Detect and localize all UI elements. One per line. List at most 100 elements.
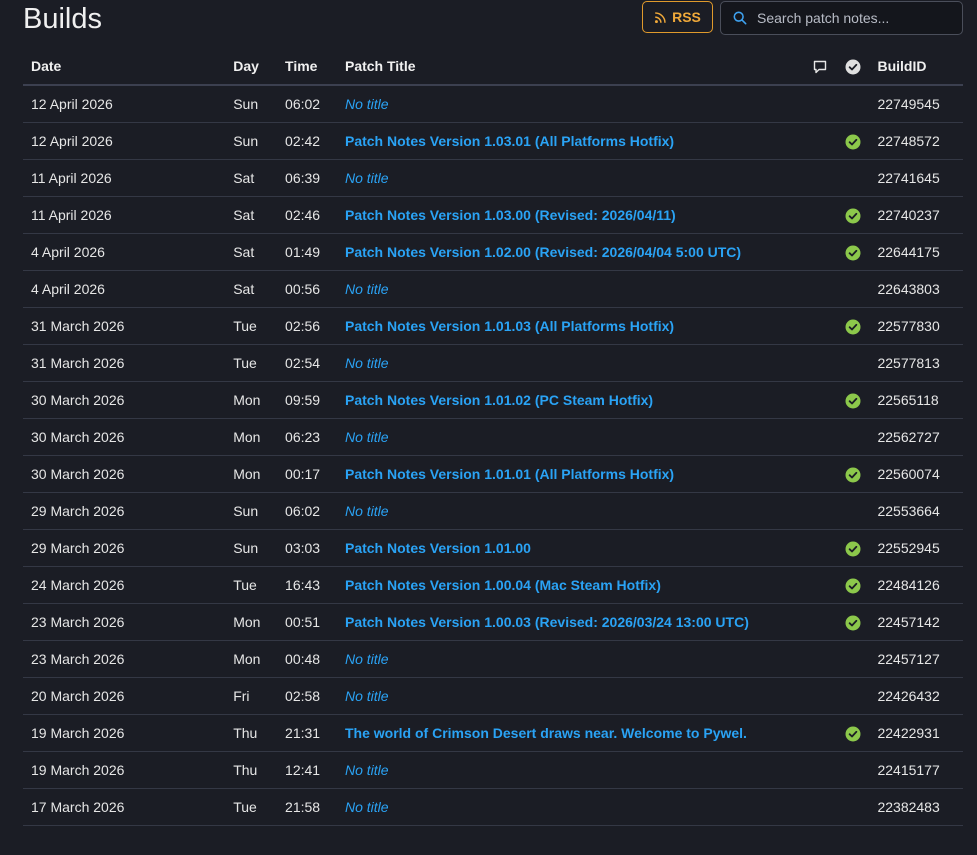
row-comments (804, 714, 837, 752)
row-date: 20 March 2026 (23, 677, 226, 715)
row-buildid: 22748572 (869, 122, 963, 160)
row-patch-title-cell: Patch Notes Version 1.01.03 (All Platfor… (336, 307, 805, 345)
table-row[interactable]: 23 March 2026 Mon 00:48 No title 22457127 (23, 640, 963, 678)
column-header-comments[interactable] (804, 48, 837, 86)
row-verified (836, 196, 870, 234)
row-comments (804, 603, 837, 641)
row-patch-title-cell: No title (336, 640, 805, 678)
table-row[interactable]: 4 April 2026 Sat 00:56 No title 22643803 (23, 270, 963, 308)
row-time: 02:42 (277, 122, 337, 160)
row-date: 31 March 2026 (23, 344, 226, 382)
search-input[interactable] (755, 9, 949, 27)
no-title-label: No title (344, 503, 389, 519)
patch-title-link[interactable]: Patch Notes Version 1.02.00 (Revised: 20… (344, 244, 742, 260)
row-comments (804, 640, 837, 678)
row-buildid: 22382483 (869, 788, 963, 826)
table-row[interactable]: 11 April 2026 Sat 02:46 Patch Notes Version… (23, 196, 963, 234)
row-buildid: 22457142 (869, 603, 963, 641)
row-day: Sun (225, 85, 278, 123)
row-day: Thu (225, 751, 278, 789)
table-row[interactable]: 12 April 2026 Sun 06:02 No title 22749545 (23, 85, 963, 123)
row-verified (836, 714, 870, 752)
table-row[interactable]: 11 April 2026 Sat 06:39 No title 22741645 (23, 159, 963, 197)
table-row[interactable]: 30 March 2026 Mon 00:17 Patch Notes Version… (23, 455, 963, 493)
row-day: Sun (225, 529, 278, 567)
patch-title-link[interactable]: Patch Notes Version 1.01.03 (All Platfor… (344, 318, 675, 334)
column-header-time[interactable]: Time (277, 48, 337, 86)
row-time: 00:51 (277, 603, 337, 641)
row-date: 19 March 2026 (23, 714, 226, 752)
row-patch-title-cell: No title (336, 270, 805, 308)
column-header-patch-title[interactable]: Patch Title (336, 48, 805, 86)
row-verified (836, 381, 870, 419)
no-title-label: No title (344, 651, 389, 667)
table-row[interactable]: 31 March 2026 Tue 02:56 Patch Notes Version… (23, 307, 963, 345)
column-header-date[interactable]: Date (23, 48, 226, 86)
check-circle-icon (845, 59, 861, 75)
row-date: 23 March 2026 (23, 603, 226, 641)
patch-title-link[interactable]: Patch Notes Version 1.03.00 (Revised: 20… (344, 207, 676, 223)
row-verified (836, 270, 870, 308)
row-day: Tue (225, 344, 278, 382)
check-circle-icon (845, 245, 861, 261)
row-comments (804, 751, 837, 789)
table-row[interactable]: 30 March 2026 Mon 09:59 Patch Notes Version… (23, 381, 963, 419)
patch-title-link[interactable]: Patch Notes Version 1.03.01 (All Platfor… (344, 133, 675, 149)
row-time: 02:54 (277, 344, 337, 382)
row-buildid: 22562727 (869, 418, 963, 456)
table-row[interactable]: 31 March 2026 Tue 02:54 No title 22577813 (23, 344, 963, 382)
row-comments (804, 418, 837, 456)
row-date: 30 March 2026 (23, 381, 226, 419)
row-day: Thu (225, 714, 278, 752)
patch-title-link[interactable]: Patch Notes Version 1.01.00 (344, 540, 531, 556)
table-row[interactable]: 24 March 2026 Tue 16:43 Patch Notes Version… (23, 566, 963, 604)
row-patch-title-cell: Patch Notes Version 1.01.02 (PC Steam Ho… (336, 381, 805, 419)
row-day: Sat (225, 159, 278, 197)
row-comments (804, 381, 837, 419)
patch-title-link[interactable]: Patch Notes Version 1.00.04 (Mac Steam H… (344, 577, 661, 593)
table-row[interactable]: 23 March 2026 Mon 00:51 Patch Notes Version… (23, 603, 963, 641)
table-row[interactable]: 19 March 2026 Thu 21:31 The world of Crimso… (23, 714, 963, 752)
table-row[interactable]: 17 March 2026 Tue 21:58 No title 22382483 (23, 788, 963, 826)
column-header-verified[interactable] (836, 48, 870, 86)
table-row[interactable]: 12 April 2026 Sun 02:42 Patch Notes Version… (23, 122, 963, 160)
patch-title-link[interactable]: Patch Notes Version 1.01.01 (All Platfor… (344, 466, 675, 482)
check-circle-icon (845, 467, 861, 483)
table-row[interactable]: 19 March 2026 Thu 12:41 No title 22415177 (23, 751, 963, 789)
row-comments (804, 344, 837, 382)
patch-title-link[interactable]: Patch Notes Version 1.01.02 (PC Steam Ho… (344, 392, 654, 408)
no-title-label: No title (344, 281, 389, 297)
row-verified (836, 344, 870, 382)
table-row[interactable]: 4 April 2026 Sat 01:49 Patch Notes Version … (23, 233, 963, 271)
column-header-buildid[interactable]: BuildID (869, 48, 963, 86)
row-verified (836, 677, 870, 715)
row-date: 31 March 2026 (23, 307, 226, 345)
no-title-label: No title (344, 170, 389, 186)
row-patch-title-cell: No title (336, 418, 805, 456)
table-row[interactable]: 29 March 2026 Sun 06:02 No title 22553664 (23, 492, 963, 530)
table-row[interactable]: 30 March 2026 Mon 06:23 No title 22562727 (23, 418, 963, 456)
row-day: Mon (225, 455, 278, 493)
row-date: 12 April 2026 (23, 122, 226, 160)
row-patch-title-cell: Patch Notes Version 1.03.01 (All Platfor… (336, 122, 805, 160)
row-day: Mon (225, 381, 278, 419)
row-verified (836, 307, 870, 345)
row-time: 09:59 (277, 381, 337, 419)
row-buildid: 22741645 (869, 159, 963, 197)
table-row[interactable]: 29 March 2026 Sun 03:03 Patch Notes Version… (23, 529, 963, 567)
patch-title-link[interactable]: Patch Notes Version 1.00.03 (Revised: 20… (344, 614, 749, 630)
row-verified (836, 640, 870, 678)
row-comments (804, 122, 837, 160)
search-box[interactable] (720, 1, 963, 35)
check-circle-icon (845, 393, 861, 409)
row-buildid: 22422931 (869, 714, 963, 752)
patch-title-link[interactable]: The world of Crimson Desert draws near. … (344, 725, 747, 741)
table-row[interactable]: 20 March 2026 Fri 02:58 No title 22426432 (23, 677, 963, 715)
row-verified (836, 233, 870, 271)
check-circle-icon (845, 208, 861, 224)
no-title-label: No title (344, 429, 389, 445)
rss-button[interactable]: RSS (642, 1, 713, 33)
row-patch-title-cell: No title (336, 677, 805, 715)
rss-label: RSS (672, 9, 701, 25)
column-header-day[interactable]: Day (225, 48, 278, 86)
